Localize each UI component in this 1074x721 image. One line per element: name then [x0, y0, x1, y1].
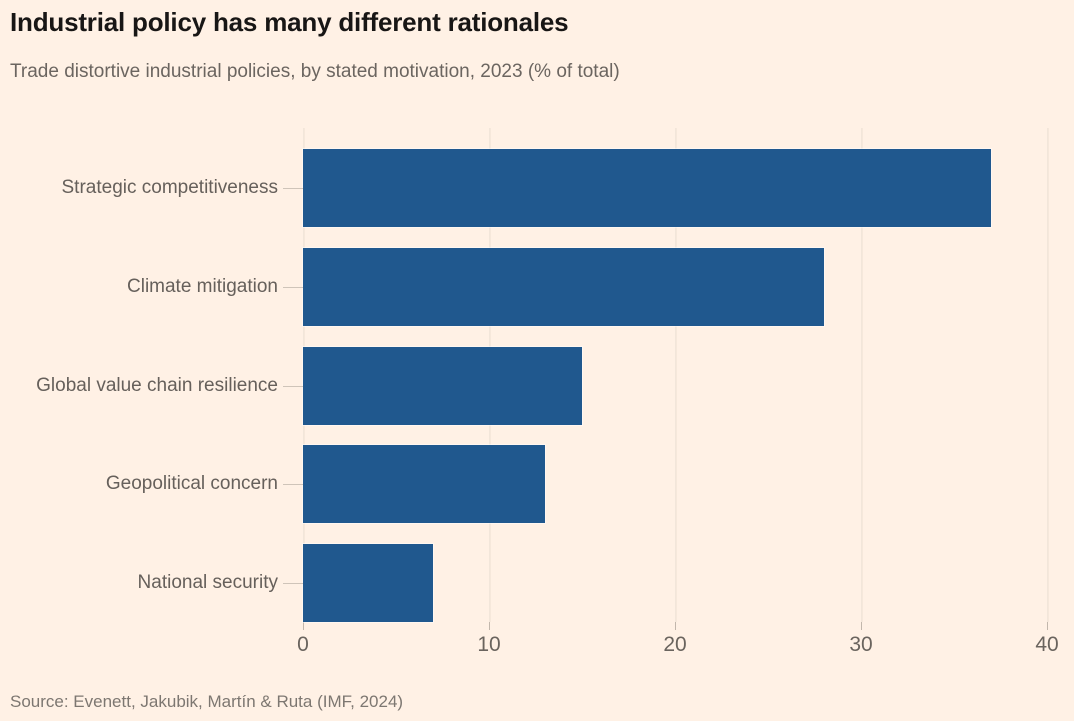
category-label-national-security: National security: [137, 572, 278, 593]
category-label-global-value-chain-resilience: Global value chain resilience: [36, 374, 278, 396]
y-tick-mark-national-security: [283, 583, 303, 584]
bar-climate-mitigation: [303, 247, 824, 326]
gridline-20: [675, 128, 676, 622]
source-note: Source: Evenett, Jakubik, Martín & Ruta …: [10, 692, 404, 711]
y-tick-mark-global-value-chain-resilience: [283, 385, 303, 387]
bar-national-security: [303, 544, 434, 622]
x-tick-label-20: 20: [663, 633, 687, 656]
chart-title: Industrial policy has many different rat…: [10, 7, 569, 37]
x-tick-mark-40: [1047, 622, 1048, 630]
x-tick-mark-30: [861, 622, 862, 630]
x-tick-label-0: 0: [297, 633, 309, 656]
x-tick-label-40: 40: [1035, 633, 1059, 656]
x-tick-mark-20: [675, 622, 676, 630]
x-tick-mark-10: [489, 622, 490, 630]
bar-strategic-competitiveness: [303, 149, 992, 227]
gridline-30: [861, 128, 862, 622]
y-tick-mark-climate-mitigation: [283, 286, 303, 288]
y-tick-mark-geopolitical-concern: [283, 484, 303, 486]
x-tick-label-30: 30: [849, 633, 873, 656]
bar-geopolitical-concern: [303, 445, 545, 524]
chart-subtitle: Trade distortive industrial policies, by…: [10, 61, 620, 82]
gridline-40: [1047, 128, 1048, 622]
category-label-geopolitical-concern: Geopolitical concern: [105, 473, 278, 495]
x-tick-mark-0: [303, 622, 304, 630]
category-label-climate-mitigation: Climate mitigation: [127, 275, 278, 297]
y-tick-mark-strategic-competitiveness: [283, 188, 303, 189]
y-axis-labels: Strategic competitiveness Climate mitigat…: [0, 128, 278, 622]
bar-global-value-chain-resilience: [303, 346, 582, 425]
x-axis: 0 10 20 30 40: [297, 633, 1059, 663]
plot-area: [283, 128, 1048, 630]
x-tick-label-10: 10: [477, 633, 501, 656]
category-label-strategic-competitiveness: Strategic competitiveness: [61, 177, 279, 198]
